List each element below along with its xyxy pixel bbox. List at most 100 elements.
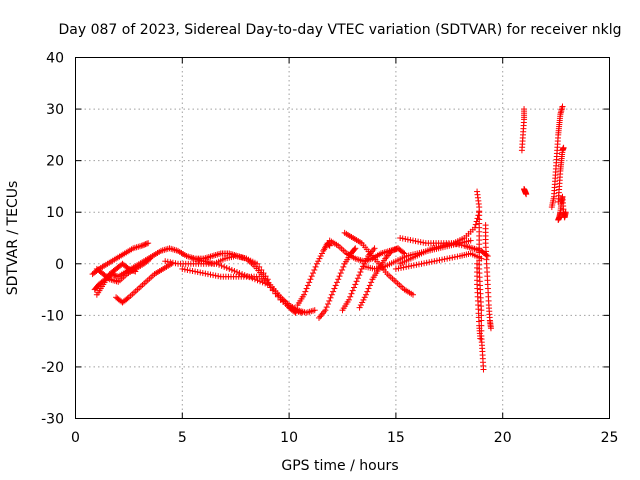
- data-point: [415, 238, 422, 245]
- data-point: [226, 265, 233, 272]
- y-axis-label: SDTVAR / TECUs: [5, 181, 21, 296]
- data-point: [236, 270, 243, 277]
- data-point: [218, 262, 225, 269]
- data-point: [439, 256, 446, 263]
- data-point: [404, 236, 411, 243]
- data-point: [192, 268, 199, 275]
- data-point: [264, 281, 271, 288]
- data-point: [199, 270, 206, 277]
- plot-frame: [75, 57, 610, 419]
- data-point: [453, 241, 460, 248]
- data-point: [337, 270, 344, 277]
- data-point: [433, 257, 440, 264]
- series-arc23: [521, 186, 530, 198]
- y-tick-label: -30: [41, 412, 64, 428]
- data-point: [407, 237, 414, 244]
- data-point: [356, 304, 363, 311]
- x-tick-label: 10: [280, 430, 298, 446]
- data-point: [409, 291, 416, 298]
- data-point: [317, 253, 324, 260]
- data-point: [436, 257, 443, 264]
- data-point: [113, 273, 120, 280]
- data-point: [559, 103, 566, 110]
- data-point: [143, 240, 150, 247]
- y-tick-label: -10: [41, 308, 64, 324]
- data-point: [167, 259, 174, 266]
- data-point: [441, 256, 448, 263]
- data-point: [164, 258, 171, 265]
- data-point: [417, 239, 424, 246]
- data-point: [333, 279, 340, 286]
- data-point: [480, 366, 487, 373]
- data-point: [449, 254, 456, 261]
- data-point: [332, 282, 339, 289]
- data-point: [360, 296, 367, 303]
- data-point: [313, 260, 320, 267]
- data-point: [315, 258, 322, 265]
- data-point: [371, 245, 378, 252]
- data-point: [348, 290, 355, 297]
- data-point: [352, 245, 359, 252]
- data-point: [318, 250, 325, 257]
- data-point: [254, 260, 261, 267]
- data-point: [257, 278, 264, 285]
- data-point: [127, 266, 134, 273]
- axis-ticks: 0 5 10 15 20 25 -30 -20 -10 0 10 20 30 40: [41, 51, 618, 447]
- data-point: [328, 291, 335, 298]
- data-point: [368, 279, 375, 286]
- data-point: [304, 282, 311, 289]
- data-point: [301, 291, 308, 298]
- data-point: [398, 264, 405, 271]
- data-point: [454, 253, 461, 260]
- data-point: [362, 291, 369, 298]
- data-point: [145, 240, 152, 247]
- data-point: [312, 263, 319, 270]
- data-point: [241, 272, 248, 279]
- series-arc8: [189, 253, 271, 283]
- data-point: [249, 275, 256, 282]
- data-point: [239, 271, 246, 278]
- data-point: [169, 259, 176, 266]
- data-point: [246, 274, 253, 281]
- data-point: [331, 285, 338, 292]
- data-point: [395, 265, 402, 272]
- data-point: [326, 297, 333, 304]
- data-point: [335, 276, 342, 283]
- data-point: [336, 273, 343, 280]
- series-arc17: [392, 250, 485, 272]
- data-point: [307, 276, 314, 283]
- data-point: [128, 266, 135, 273]
- data-point: [258, 266, 265, 273]
- y-tick-label: -20: [41, 360, 64, 376]
- data-point: [244, 273, 251, 280]
- series-arc19: [474, 188, 487, 373]
- data-point: [365, 285, 372, 292]
- data-point: [395, 245, 402, 252]
- data-point: [316, 255, 323, 262]
- data-point: [484, 253, 491, 260]
- data-point: [477, 335, 484, 342]
- data-point: [353, 278, 360, 285]
- data-point: [124, 295, 131, 302]
- data-point: [426, 259, 433, 266]
- data-point: [560, 144, 567, 151]
- data-point: [254, 277, 261, 284]
- series-arc14: [326, 237, 402, 265]
- data-point: [420, 239, 427, 246]
- data-point: [418, 260, 425, 267]
- y-tick-label: 10: [46, 205, 64, 221]
- series-arc9: [294, 240, 333, 309]
- data-point: [251, 276, 258, 283]
- series-arc22: [518, 106, 528, 154]
- data-point: [467, 237, 474, 244]
- data-point: [351, 246, 358, 253]
- data-point: [397, 235, 404, 241]
- data-point: [487, 325, 494, 332]
- y-tick-label: 20: [46, 154, 64, 170]
- data-point: [310, 270, 317, 277]
- data-point: [326, 242, 333, 249]
- data-point: [327, 294, 334, 301]
- x-tick-label: 20: [494, 430, 512, 446]
- data-point: [446, 255, 453, 262]
